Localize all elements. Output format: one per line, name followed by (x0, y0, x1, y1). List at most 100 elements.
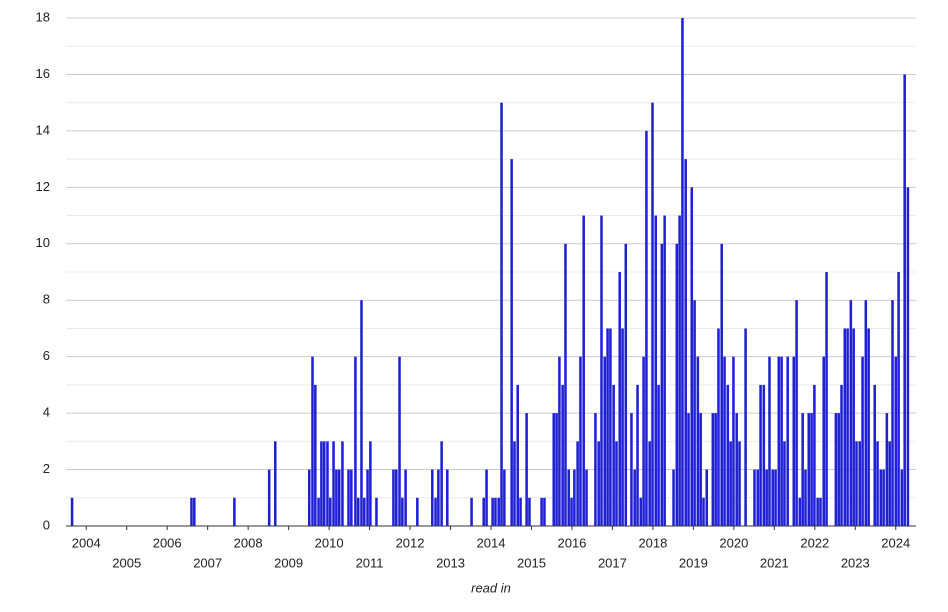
bar (843, 328, 847, 526)
x-tick-label: 2004 (72, 535, 101, 550)
bar (329, 497, 332, 526)
y-tick-label: 12 (36, 179, 50, 194)
bar (825, 272, 828, 526)
bar (503, 469, 506, 526)
bar (705, 469, 709, 526)
bar (888, 441, 891, 526)
bar (440, 441, 443, 526)
x-tick-label: 2006 (153, 535, 182, 550)
y-tick-label: 8 (43, 292, 50, 307)
bar (732, 356, 735, 526)
bar (759, 384, 762, 526)
bar (519, 497, 522, 526)
bar (819, 497, 822, 526)
bar (615, 441, 618, 526)
bar (657, 384, 660, 526)
bar (314, 384, 317, 526)
y-tick-label: 2 (43, 461, 50, 476)
bar (867, 328, 870, 526)
bar (882, 469, 885, 526)
bar (816, 497, 819, 526)
bar (360, 300, 363, 526)
bar (609, 328, 612, 526)
bar (543, 497, 546, 526)
bar (798, 497, 802, 526)
bar (777, 356, 781, 526)
x-tick-label: 2021 (760, 555, 789, 570)
x-tick-label: 2018 (638, 535, 667, 550)
bar (470, 497, 473, 526)
x-tick-label: 2012 (396, 535, 425, 550)
bar (717, 328, 720, 526)
bar (726, 384, 730, 526)
bar (307, 469, 311, 526)
bar (696, 356, 700, 526)
bar (624, 243, 628, 526)
bar (335, 469, 338, 526)
bar (813, 384, 816, 526)
bar (322, 441, 326, 526)
bar (70, 497, 74, 526)
bar (840, 384, 843, 526)
x-tick-label: 2024 (881, 535, 910, 550)
bar (723, 356, 726, 526)
bar (780, 356, 783, 526)
bar (885, 413, 889, 526)
bar (190, 497, 193, 526)
bar (855, 441, 858, 526)
bar (567, 469, 570, 526)
bar (497, 497, 500, 526)
bar (702, 497, 705, 526)
bar (273, 441, 277, 526)
bar (720, 243, 723, 526)
bar (660, 243, 664, 526)
bar (822, 356, 825, 526)
bar (513, 441, 516, 526)
x-tick-label: 2013 (436, 555, 465, 570)
bar (585, 469, 588, 526)
bar (579, 356, 582, 526)
bar (891, 300, 894, 526)
bar (633, 469, 636, 526)
bar (612, 384, 615, 526)
bar (500, 102, 503, 527)
bar (681, 18, 684, 526)
bar (699, 413, 702, 526)
bar (684, 159, 687, 526)
bar (675, 243, 679, 526)
bar (792, 356, 796, 526)
bar (864, 300, 868, 526)
bar (846, 328, 849, 526)
bar (897, 272, 900, 526)
bar (735, 413, 738, 526)
bar (687, 413, 690, 526)
bar (528, 497, 531, 526)
bar (600, 215, 603, 527)
bar (762, 384, 766, 526)
bar (363, 497, 366, 526)
bar (729, 441, 732, 526)
bar (404, 469, 407, 526)
bar (398, 356, 401, 526)
bar (858, 441, 862, 526)
bar (350, 469, 353, 526)
bar (395, 469, 398, 526)
bar (690, 187, 694, 527)
bar (401, 497, 404, 526)
bar (392, 469, 395, 526)
bar (756, 469, 760, 526)
x-tick-label: 2009 (274, 555, 303, 570)
bar (582, 215, 585, 527)
bar (332, 441, 335, 526)
y-tick-label: 14 (36, 122, 50, 137)
bar (491, 497, 494, 526)
bar (852, 328, 855, 526)
x-tick-label: 2016 (557, 535, 586, 550)
bar (663, 215, 666, 527)
x-tick-label: 2010 (315, 535, 344, 550)
x-tick-label: 2011 (356, 555, 384, 570)
y-tick-label: 18 (36, 9, 50, 24)
bar (494, 497, 497, 526)
bar (233, 497, 236, 526)
